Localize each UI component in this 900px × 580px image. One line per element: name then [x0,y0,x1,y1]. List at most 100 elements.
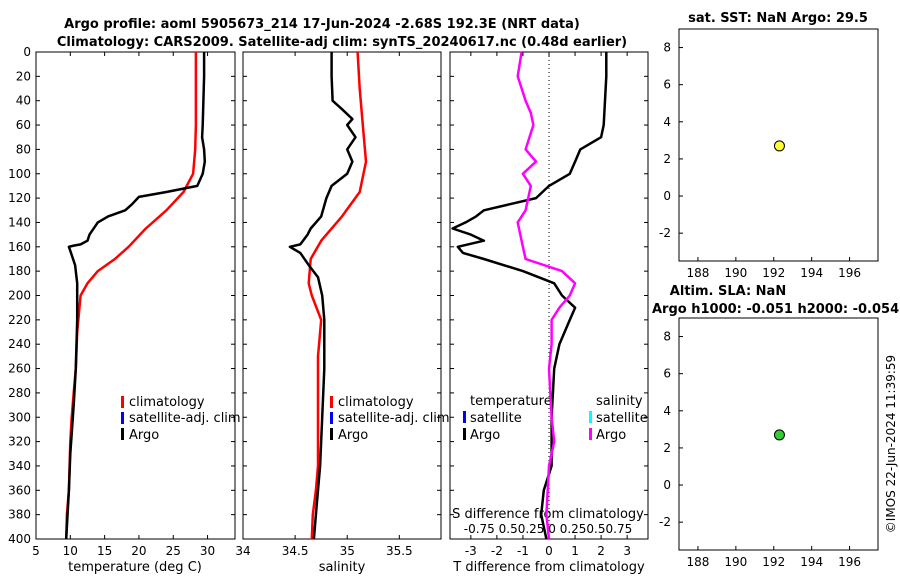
x-tick-label: 30 [200,544,215,558]
x-tick-label: 25 [166,544,181,558]
data-point [773,429,785,441]
x-tick-label: 34.5 [282,544,309,558]
x-tick-label: 188 [686,555,709,569]
series-line-argo [64,52,207,540]
data-point [773,140,785,152]
legend-label-t-satellite: satellite [470,411,522,426]
difference-legend: temperature salinity satellite Argo sate… [463,394,648,443]
y-tick-label: 100 [8,167,31,181]
sla-subtitle: Argo h1000: -0.051 h2000: -0.054 [652,302,899,317]
x-tick-label: 35 [340,544,355,558]
x-tick-label: 192 [762,555,785,569]
figure-title-line2: Climatology: CARS2009. Satellite-adj cli… [57,35,627,50]
y-tick-label: 8 [663,330,671,344]
legend-label-climatology: climatology [129,395,205,410]
y-tick-label: -2 [659,515,671,529]
y-tick-label: 6 [663,367,671,381]
legend-header-temperature: temperature [470,394,552,409]
y-tick-label: 360 [8,483,31,497]
legend-swatch-satellite [330,412,333,424]
x-tick-label: -1 [517,544,529,558]
y-tick-label: 2 [663,441,671,455]
x-tick-label: 1 [571,544,579,558]
imos-timestamp: ©IMOS 22-Jun-2024 11:39:59 [884,355,898,533]
legend-label-satellite: satellite-adj. clim [129,411,241,426]
legend-swatch-satellite [121,412,124,424]
x-tick-label: 194 [800,266,823,280]
x-tick-label: 0 [545,544,553,558]
series-line-climatology [307,51,368,540]
x-tick-label: 190 [724,266,747,280]
y-tick-label: 240 [8,337,31,351]
legend-label-climatology: climatology [338,395,414,410]
difference-xlabel: T difference from climatology [452,560,645,575]
temperature-axes [35,51,236,540]
legend-label-s-argo: Argo [596,428,626,443]
temperature-legend: climatology satellite-adj. clim Argo [121,395,241,443]
y-tick-label: 8 [663,41,671,55]
legend-swatch-climatology [330,396,333,408]
y-tick-label: 160 [8,240,31,254]
y-tick-label: 40 [16,94,31,108]
x-tick-label: 190 [724,555,747,569]
y-tick-label: 300 [8,410,31,424]
y-tick-label: 260 [8,362,31,376]
y-tick-label: 340 [8,459,31,473]
salinity-axes [242,51,442,540]
y-tick-label: 280 [8,386,31,400]
legend-label-s-satellite: satellite [596,411,648,426]
x-tick-label: 196 [838,266,861,280]
temperature-panel: climatology satellite-adj. clim Argo tem… [8,45,241,575]
legend-label-argo: Argo [338,428,368,443]
sla-title: Altim. SLA: NaN [670,284,786,299]
y-tick-label: 0 [663,189,671,203]
y-tick-label: 320 [8,435,31,449]
y-tick-label: 220 [8,313,31,327]
sla-panel: Altim. SLA: NaN Argo h1000: -0.051 h2000… [652,284,899,569]
series-line-argo-t-diff [451,52,608,540]
legend-swatch-climatology [121,396,124,408]
series-line-argo [288,52,357,540]
y-tick-label: -2 [659,226,671,240]
legend-swatch-s-argo [589,428,592,440]
y-tick-label: 120 [8,191,31,205]
y-tick-label: 0 [663,478,671,492]
x-tick-label: 194 [800,555,823,569]
legend-label-t-argo: Argo [470,428,500,443]
x-tick-label: 15 [97,544,112,558]
salinity-panel: climatology satellite-adj. clim Argo sal… [235,51,450,575]
y-tick-label: 140 [8,215,31,229]
difference-top-xlabel: S difference from climatology [452,507,644,522]
legend-swatch-t-argo [463,428,466,440]
salinity-xlabel: salinity [319,560,366,575]
x-tick-label: 196 [838,555,861,569]
y-tick-label: 0 [23,45,31,59]
x-tick-label: 5 [32,544,40,558]
x-tick-label: 3 [623,544,631,558]
sst-panel: sat. SST: NaN Argo: 29.5 188 190 192 194 196… [659,11,879,280]
legend-swatch-argo [121,428,124,440]
x-tick-label: 188 [686,266,709,280]
figure-title-line1: Argo profile: aoml 5905673_214 17-Jun-20… [64,17,580,32]
x-tick-label: 34 [235,544,250,558]
series-line-argo-s-diff [516,51,577,540]
legend-swatch-t-satellite [463,411,466,423]
y-tick-label: 80 [16,142,31,156]
y-tick-label: 380 [8,508,31,522]
y-tick-label: 400 [8,532,31,546]
x-tick-label: 192 [762,266,785,280]
salinity-legend: climatology satellite-adj. clim Argo [330,395,450,443]
y-tick-label: 6 [663,78,671,92]
legend-label-satellite: satellite-adj. clim [338,411,450,426]
y-tick-label: 60 [16,118,31,132]
x-tick-label: -3 [465,544,477,558]
x-tick-label: 10 [63,544,78,558]
x-tick-label: -2 [491,544,503,558]
legend-header-salinity: salinity [596,394,643,409]
legend-swatch-s-satellite [589,411,592,423]
x-tick-label: 35.5 [386,544,413,558]
y-tick-label: 2 [663,152,671,166]
y-tick-label: 4 [663,404,671,418]
temperature-xlabel: temperature (deg C) [68,560,202,575]
